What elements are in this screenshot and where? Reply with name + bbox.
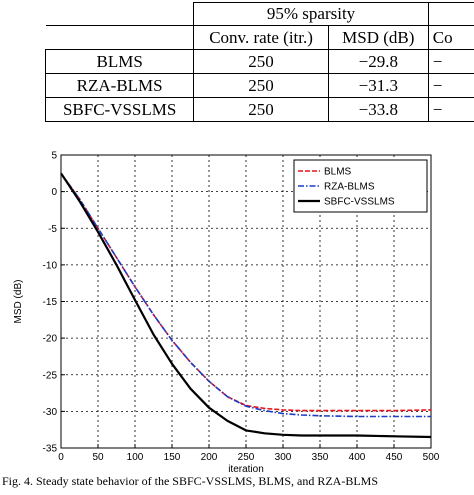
chart-series — [60, 172, 432, 439]
x-tick-label: 150 — [164, 452, 181, 463]
y-axis-label: MSD (dB) — [13, 280, 24, 324]
msd-line-chart: 0 50 100 150 200 250 300 350 400 450 50050-5-10-15… — [13, 151, 440, 473]
table-cell-msd: −29.8 — [327, 49, 429, 74]
table-row: SBFC-VSSLMS 250 −33.8 − — [44, 97, 474, 122]
x-tick-label: 200 — [201, 452, 218, 463]
table-col-header-cut: Co — [427, 25, 474, 50]
table-row: BLMS 250 −29.8 − — [44, 49, 474, 74]
table-cell-msd: −31.3 — [327, 73, 429, 98]
table-header-row: Conv. rate (itr.) MSD (dB) Co — [45, 25, 474, 50]
table-cell-cut: − — [427, 73, 474, 98]
x-tick-label: 400 — [349, 452, 366, 463]
x-axis-label: iteration — [228, 464, 264, 472]
table-corner-cell — [45, 2, 195, 26]
chart-legend: BLMS RZA-BLMS SBFC-VSSLMS — [293, 159, 428, 213]
legend-label: BLMS — [324, 167, 352, 178]
table-cell-conv: 250 — [193, 73, 329, 98]
table-row-name: SBFC-VSSLMS — [44, 97, 195, 122]
x-tick-label: 100 — [127, 452, 144, 463]
table-col-header-conv: Conv. rate (itr.) — [193, 25, 329, 50]
y-tick-label: -30 — [43, 407, 58, 418]
table-cell-conv: 250 — [193, 49, 329, 74]
y-tick-label: -25 — [43, 370, 58, 381]
table-col-header-msd: MSD (dB) — [327, 25, 429, 50]
results-table: 95% sparsity Conv. rate (itr.) MSD (dB) … — [44, 2, 474, 122]
legend-label: SBFC-VSSLMS — [324, 197, 395, 208]
y-tick-label: 5 — [51, 151, 57, 162]
table-row-header-blank — [45, 25, 195, 50]
series-line-sbfc-vsslms — [60, 172, 432, 439]
table-cut-header-cell — [427, 2, 474, 26]
chart-grid — [61, 155, 431, 448]
x-tick-label: 450 — [386, 452, 403, 463]
table-row-name: RZA-BLMS — [44, 73, 195, 98]
legend-box — [293, 159, 428, 213]
x-tick-label: 500 — [423, 452, 440, 463]
table-cell-cut: − — [427, 49, 474, 74]
legend-label: RZA-BLMS — [324, 182, 375, 193]
y-tick-label: -35 — [43, 444, 58, 455]
y-tick-label: -10 — [43, 260, 58, 271]
series-line-rza-blms — [60, 172, 431, 418]
table-cell-msd: −33.8 — [327, 97, 429, 122]
table-cell-cut: − — [427, 97, 474, 122]
table-header-group-row: 95% sparsity — [45, 2, 474, 26]
x-tick-label: 350 — [312, 452, 329, 463]
x-tick-label: 300 — [275, 452, 292, 463]
y-tick-label: -15 — [43, 297, 58, 308]
table-group-header: 95% sparsity — [193, 2, 429, 26]
x-tick-label: 250 — [238, 452, 255, 463]
table-row-name: BLMS — [44, 49, 195, 74]
y-tick-label: -20 — [43, 334, 58, 345]
table-row: RZA-BLMS 250 −31.3 − — [44, 73, 474, 98]
y-tick-label: -5 — [48, 224, 57, 235]
y-tick-label: 0 — [51, 187, 57, 198]
x-tick-label: 0 — [58, 452, 64, 463]
table-cell-conv: 250 — [193, 97, 329, 122]
figure-caption: Fig. 4. Steady state behavior of the SBF… — [2, 474, 379, 488]
chart-axes: 0 50 100 150 200 250 300 350 400 450 50050-5-10-15… — [43, 151, 440, 464]
x-tick-label: 50 — [92, 452, 104, 463]
results-table-region: 95% sparsity Conv. rate (itr.) MSD (dB) … — [0, 0, 474, 126]
